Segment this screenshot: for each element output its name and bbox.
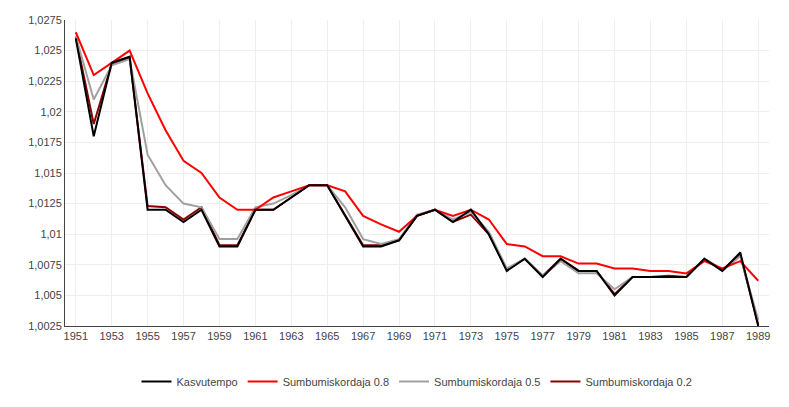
svg-text:1969: 1969 xyxy=(387,330,411,342)
svg-text:1971: 1971 xyxy=(423,330,447,342)
svg-text:1989: 1989 xyxy=(746,330,770,342)
svg-text:1979: 1979 xyxy=(566,330,590,342)
svg-text:1981: 1981 xyxy=(602,330,626,342)
svg-text:1957: 1957 xyxy=(171,330,195,342)
svg-text:Sumbumiskordaja 0.2: Sumbumiskordaja 0.2 xyxy=(585,376,691,388)
svg-text:1961: 1961 xyxy=(243,330,267,342)
svg-text:1975: 1975 xyxy=(495,330,519,342)
svg-text:1,0075: 1,0075 xyxy=(28,259,62,271)
svg-text:1,0275: 1,0275 xyxy=(28,14,62,26)
svg-text:1959: 1959 xyxy=(207,330,231,342)
svg-text:1955: 1955 xyxy=(135,330,159,342)
svg-text:1,005: 1,005 xyxy=(34,289,62,301)
svg-text:1,0025: 1,0025 xyxy=(28,320,62,332)
svg-text:1,015: 1,015 xyxy=(34,167,62,179)
svg-text:1977: 1977 xyxy=(530,330,554,342)
svg-text:1,0125: 1,0125 xyxy=(28,197,62,209)
svg-text:Kasvutempo: Kasvutempo xyxy=(177,376,238,388)
svg-text:1,0225: 1,0225 xyxy=(28,75,62,87)
svg-text:Sumbumiskordaja 0.8: Sumbumiskordaja 0.8 xyxy=(283,376,389,388)
svg-text:1985: 1985 xyxy=(674,330,698,342)
svg-text:1,025: 1,025 xyxy=(34,44,62,56)
svg-text:1,02: 1,02 xyxy=(40,106,61,118)
svg-text:1987: 1987 xyxy=(710,330,734,342)
svg-text:1967: 1967 xyxy=(351,330,375,342)
svg-text:1,01: 1,01 xyxy=(40,228,61,240)
svg-text:1965: 1965 xyxy=(315,330,339,342)
svg-text:1963: 1963 xyxy=(279,330,303,342)
svg-text:1983: 1983 xyxy=(638,330,662,342)
svg-text:Sumbumiskordaja 0.5: Sumbumiskordaja 0.5 xyxy=(434,376,540,388)
svg-text:1,0175: 1,0175 xyxy=(28,136,62,148)
svg-text:1953: 1953 xyxy=(99,330,123,342)
svg-text:1951: 1951 xyxy=(64,330,88,342)
svg-text:1973: 1973 xyxy=(459,330,483,342)
